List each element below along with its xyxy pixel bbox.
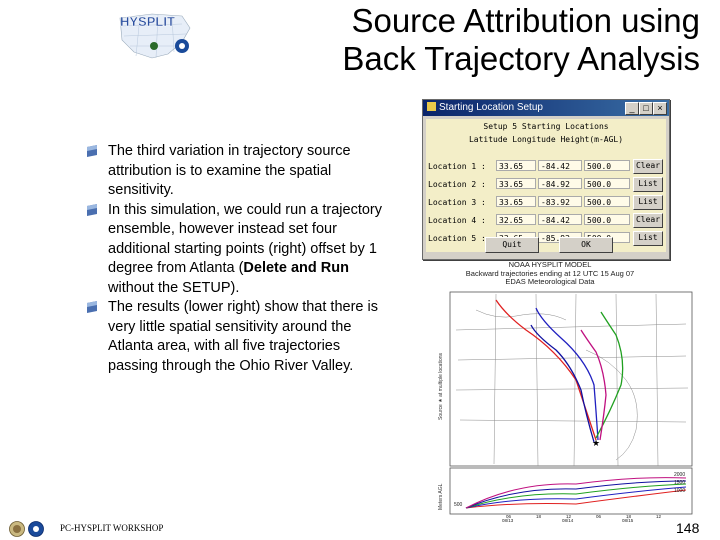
height-level-label: 500: [454, 502, 463, 508]
height-field[interactable]: 500.0: [584, 214, 630, 225]
location-row: Location 3 : 33.65 -83.92 500.0 List: [426, 195, 666, 210]
app-icon: [427, 102, 436, 111]
location-label: Location 4 :: [428, 216, 486, 225]
time-tick-label: 06: [596, 514, 602, 519]
longitude-field[interactable]: -83.92: [538, 196, 582, 207]
date-tick-label: 08/13: [502, 518, 514, 522]
footer-workshop: PC-HYSPLIT WORKSHOP: [60, 523, 164, 533]
longitude-field[interactable]: -84.92: [538, 178, 582, 189]
bullet-text-post: without the SETUP).: [108, 279, 240, 296]
location-row: Location 1 : 33.65 -84.42 500.0 Clear: [426, 159, 666, 174]
bullet-text: The results (lower right) show that ther…: [108, 299, 378, 374]
map-title-2: Backward trajectories ending at 12 UTC 1…: [465, 268, 635, 278]
page-title: Source Attribution using Back Trajectory…: [290, 2, 700, 78]
location-clear-button[interactable]: List: [633, 177, 663, 192]
time-tick-label: 18: [536, 514, 542, 519]
height-level-label: 2000: [674, 472, 685, 478]
height-profile-line: [465, 486, 687, 509]
page-number: 148: [676, 520, 700, 536]
trajectory-line: [580, 329, 607, 441]
bullet-item: The third variation in trajectory source…: [86, 142, 386, 201]
latitude-field[interactable]: 32.65: [496, 214, 536, 225]
minimize-button[interactable]: _: [625, 102, 639, 115]
location-row: Location 2 : 33.65 -84.92 500.0 List: [426, 177, 666, 192]
agency-seals-icon: [9, 521, 44, 537]
location-label: Location 1 :: [428, 162, 486, 171]
bullet-icon: [87, 145, 97, 157]
state-borders: [455, 293, 689, 467]
trajectory-line: [595, 311, 624, 439]
trajectory-line: [530, 324, 595, 443]
bullet-text: The third variation in trajectory source…: [108, 143, 351, 198]
quit-button[interactable]: Quit: [485, 237, 539, 253]
time-tick-label: 18: [626, 514, 632, 519]
time-tick-label: 06: [506, 514, 512, 519]
dialog-body: Setup 5 Starting Locations Latitude Long…: [426, 119, 666, 252]
side-label: Source ★ at multiple locations: [438, 352, 444, 420]
latitude-field[interactable]: 33.65: [496, 178, 536, 189]
date-tick-label: 08/14: [562, 518, 574, 522]
height-field[interactable]: 500.0: [584, 196, 630, 207]
date-tick-label: 08/15: [622, 518, 634, 522]
location-clear-button[interactable]: List: [633, 195, 663, 210]
source-star-icon: ★: [592, 438, 600, 448]
ok-button[interactable]: OK: [559, 237, 613, 253]
bullet-text-pre: In this simulation, we could run a traje…: [108, 201, 383, 277]
title-line-2: Back Trajectory Analysis: [342, 40, 700, 77]
longitude-field[interactable]: -84.42: [538, 160, 582, 171]
time-tick-label: 12: [566, 514, 572, 519]
bullet-icon: [87, 301, 97, 313]
bullet-text-bold: Delete and Run: [243, 260, 349, 276]
time-tick-label: 12: [656, 514, 662, 519]
height-profile-line: [465, 477, 687, 509]
column-header: Latitude Longitude Height(m-AGL): [468, 135, 624, 144]
location-clear-button[interactable]: Clear: [633, 159, 663, 174]
starting-location-dialog: Starting Location Setup _ □ × Setup 5 St…: [422, 99, 670, 260]
location-label: Location 2 :: [428, 180, 486, 189]
svg-text:HYSPLIT: HYSPLIT: [120, 14, 175, 29]
longitude-field[interactable]: -84.42: [538, 214, 582, 225]
height-field[interactable]: 500.0: [584, 178, 630, 189]
map-title-3: EDAS Meteorological Data: [505, 277, 595, 286]
trajectory-line: [535, 307, 599, 441]
height-level-label: 1000: [674, 488, 685, 494]
bullet-item: The results (lower right) show that ther…: [86, 298, 386, 376]
location-row: Location 4 : 32.65 -84.42 500.0 Clear: [426, 213, 666, 228]
dialog-titlebar[interactable]: Starting Location Setup _ □ ×: [423, 100, 669, 116]
height-level-label: 1500: [674, 480, 685, 486]
maximize-button[interactable]: □: [639, 102, 653, 115]
map-caption: NOAA HYSPLIT MODEL Backward trajectories…: [450, 260, 650, 287]
latitude-field[interactable]: 33.65: [496, 196, 536, 207]
title-line-1: Source Attribution using: [351, 2, 700, 39]
hysplit-logo: HYSPLIT: [112, 6, 198, 64]
location-label: Location 3 :: [428, 198, 486, 207]
bullet-list: The third variation in trajectory source…: [86, 142, 386, 376]
map-title-1: NOAA HYSPLIT MODEL: [508, 260, 592, 269]
dialog-heading: Setup 5 Starting Locations: [483, 122, 609, 131]
location-clear-button[interactable]: List: [633, 231, 663, 246]
height-field[interactable]: 500.0: [584, 160, 630, 171]
location-label: Location 5 :: [428, 234, 486, 243]
close-button[interactable]: ×: [653, 102, 667, 115]
bullet-icon: [87, 203, 97, 216]
trajectory-map: ★ Meters AGL Source ★ at multiple locati…: [438, 291, 693, 522]
height-axis-label: Meters AGL: [438, 483, 444, 510]
dialog-title: Starting Location Setup: [439, 102, 543, 113]
height-profile-line: [465, 483, 687, 509]
latitude-field[interactable]: 33.65: [496, 160, 536, 171]
height-profile-line: [465, 480, 687, 509]
bullet-item: In this simulation, we could run a traje…: [86, 201, 386, 299]
height-profile-line: [465, 489, 687, 509]
location-clear-button[interactable]: Clear: [633, 213, 663, 228]
